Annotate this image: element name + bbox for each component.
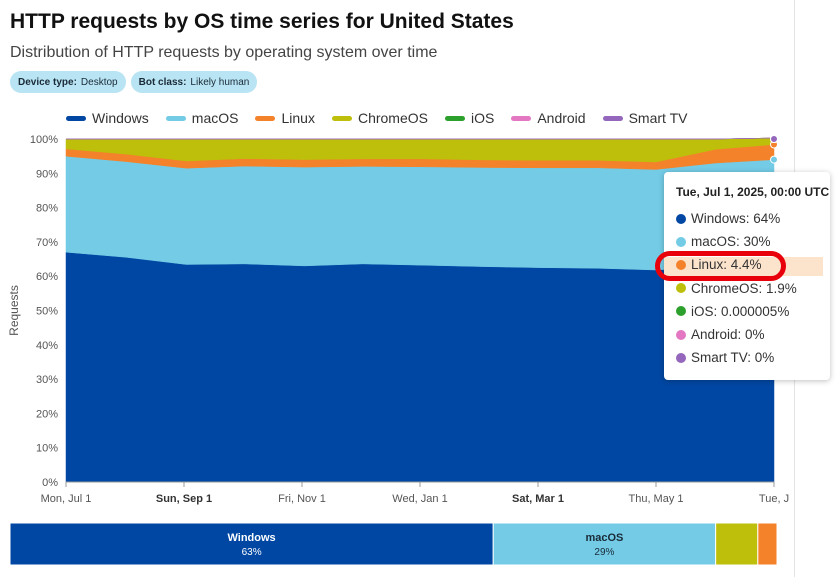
tooltip-dot: [676, 213, 686, 224]
legend-label: Linux: [281, 110, 315, 126]
legend-label: ChromeOS: [357, 110, 428, 126]
y-tick-label: 100%: [30, 134, 58, 146]
summary-bar-segment-linux: [757, 522, 778, 566]
tooltip-row-linux: Linux: 4.4%: [676, 257, 762, 272]
legend-label: Android: [537, 110, 586, 126]
y-tick-label: 0%: [42, 477, 58, 489]
filter-chip-value: Desktop: [80, 76, 118, 88]
y-tick-label: 90%: [36, 168, 58, 180]
filter-chip-bot-class[interactable]: Bot class: Likely human: [130, 71, 258, 93]
x-tick-label: Thu, May 1: [628, 493, 683, 505]
y-tick-label: 50%: [36, 306, 58, 318]
y-tick-label: 60%: [36, 271, 58, 283]
x-tick-label: Fri, Nov 1: [278, 493, 326, 505]
legend-item-linux[interactable]: Linux: [255, 110, 315, 126]
legend-item-windows[interactable]: Windows: [66, 110, 149, 126]
legend-swatch: [331, 115, 352, 121]
summary-bar-segment-windows: [9, 522, 494, 566]
x-tick-label: Tue, J: [759, 493, 789, 505]
filter-chip-device-type[interactable]: Device type: Desktop: [10, 71, 126, 93]
x-tick-label: Mon, Jul 1: [41, 493, 92, 505]
tooltip-row-label: Linux: 4.4%: [691, 257, 762, 273]
chart-legend: Windows macOS Linux ChromeOS iOS Android…: [66, 110, 687, 126]
y-tick-label: 10%: [36, 443, 58, 455]
legend-swatch: [255, 115, 276, 121]
legend-label: macOS: [191, 110, 239, 126]
summary-bar-name: Windows: [228, 532, 276, 544]
legend-item-macos[interactable]: macOS: [165, 110, 239, 126]
summary-bar-segment-macos: [492, 522, 717, 566]
legend-swatch: [444, 115, 465, 121]
summary-bar-value: 63%: [242, 547, 262, 558]
tooltip-row-macos: macOS: 30%: [676, 234, 771, 249]
x-tick-label: Wed, Jan 1: [392, 493, 447, 505]
tooltip-dot: [676, 306, 686, 317]
y-axis-title: Requests: [7, 285, 21, 336]
tooltip-row-label: Smart TV: 0%: [691, 350, 775, 366]
tooltip-dot: [676, 283, 686, 294]
page-subtitle: Distribution of HTTP requests by operati…: [10, 44, 438, 61]
filter-chip-key: Device type:: [18, 76, 77, 88]
hover-point-macos: [770, 155, 778, 164]
tooltip-title: Tue, Jul 1, 2025, 00:00 UTC: [676, 185, 830, 199]
tooltip-row-label: ChromeOS: 1.9%: [691, 280, 797, 296]
tooltip-dot: [676, 236, 686, 247]
filter-chip-value: Likely human: [190, 76, 250, 88]
tooltip-row-smart-tv: Smart TV: 0%: [676, 350, 774, 365]
tooltip-row-android: Android: 0%: [676, 327, 765, 342]
hover-point-smart-tv: [770, 135, 778, 143]
area-series-chromeos: [65, 137, 775, 163]
tooltip-row-label: Android: 0%: [691, 327, 765, 342]
summary-bar-value: 29%: [594, 547, 614, 558]
tooltip-dot: [676, 352, 686, 363]
x-tick-label: Sat, Mar 1: [512, 493, 564, 505]
y-tick-label: 40%: [36, 340, 58, 352]
tooltip-row-chromeos: ChromeOS: 1.9%: [676, 281, 797, 296]
page-title: HTTP requests by OS time series for Unit…: [10, 10, 514, 33]
tooltip-row-label: macOS: 30%: [691, 234, 771, 250]
summary-bar-name: macOS: [585, 532, 623, 544]
legend-item-chromeos[interactable]: ChromeOS: [331, 110, 428, 126]
x-tick-label: Sun, Sep 1: [156, 493, 212, 505]
tooltip-row-windows: Windows: 64%: [676, 211, 780, 226]
legend-swatch: [602, 115, 623, 121]
y-tick-label: 30%: [36, 374, 58, 386]
tooltip-row-ios: iOS: 0.000005%: [676, 304, 789, 319]
legend-item-android[interactable]: Android: [511, 110, 586, 126]
tooltip-row-label: Windows: 64%: [691, 211, 781, 226]
y-tick-label: 80%: [36, 203, 58, 215]
legend-label: Windows: [92, 110, 149, 126]
tooltip-row-label: iOS: 0.000005%: [691, 303, 790, 319]
legend-swatch: [66, 115, 86, 121]
legend-swatch: [511, 115, 532, 121]
legend-label: iOS: [470, 110, 495, 126]
legend-item-ios[interactable]: iOS: [444, 110, 495, 126]
tooltip-dot: [676, 329, 686, 340]
legend-swatch: [165, 115, 186, 121]
linux-highlight-circle: [655, 251, 786, 281]
legend-item-smart-tv[interactable]: Smart TV: [602, 110, 688, 126]
y-tick-label: 70%: [36, 237, 58, 249]
y-tick-label: 20%: [36, 408, 58, 420]
filter-chip-key: Bot class:: [138, 76, 187, 88]
summary-bar-segment-chromeos: [715, 522, 759, 566]
filter-chips: Device type: Desktop Bot class: Likely h…: [10, 71, 258, 93]
tooltip-dot: [676, 259, 686, 270]
legend-label: Smart TV: [628, 110, 688, 126]
